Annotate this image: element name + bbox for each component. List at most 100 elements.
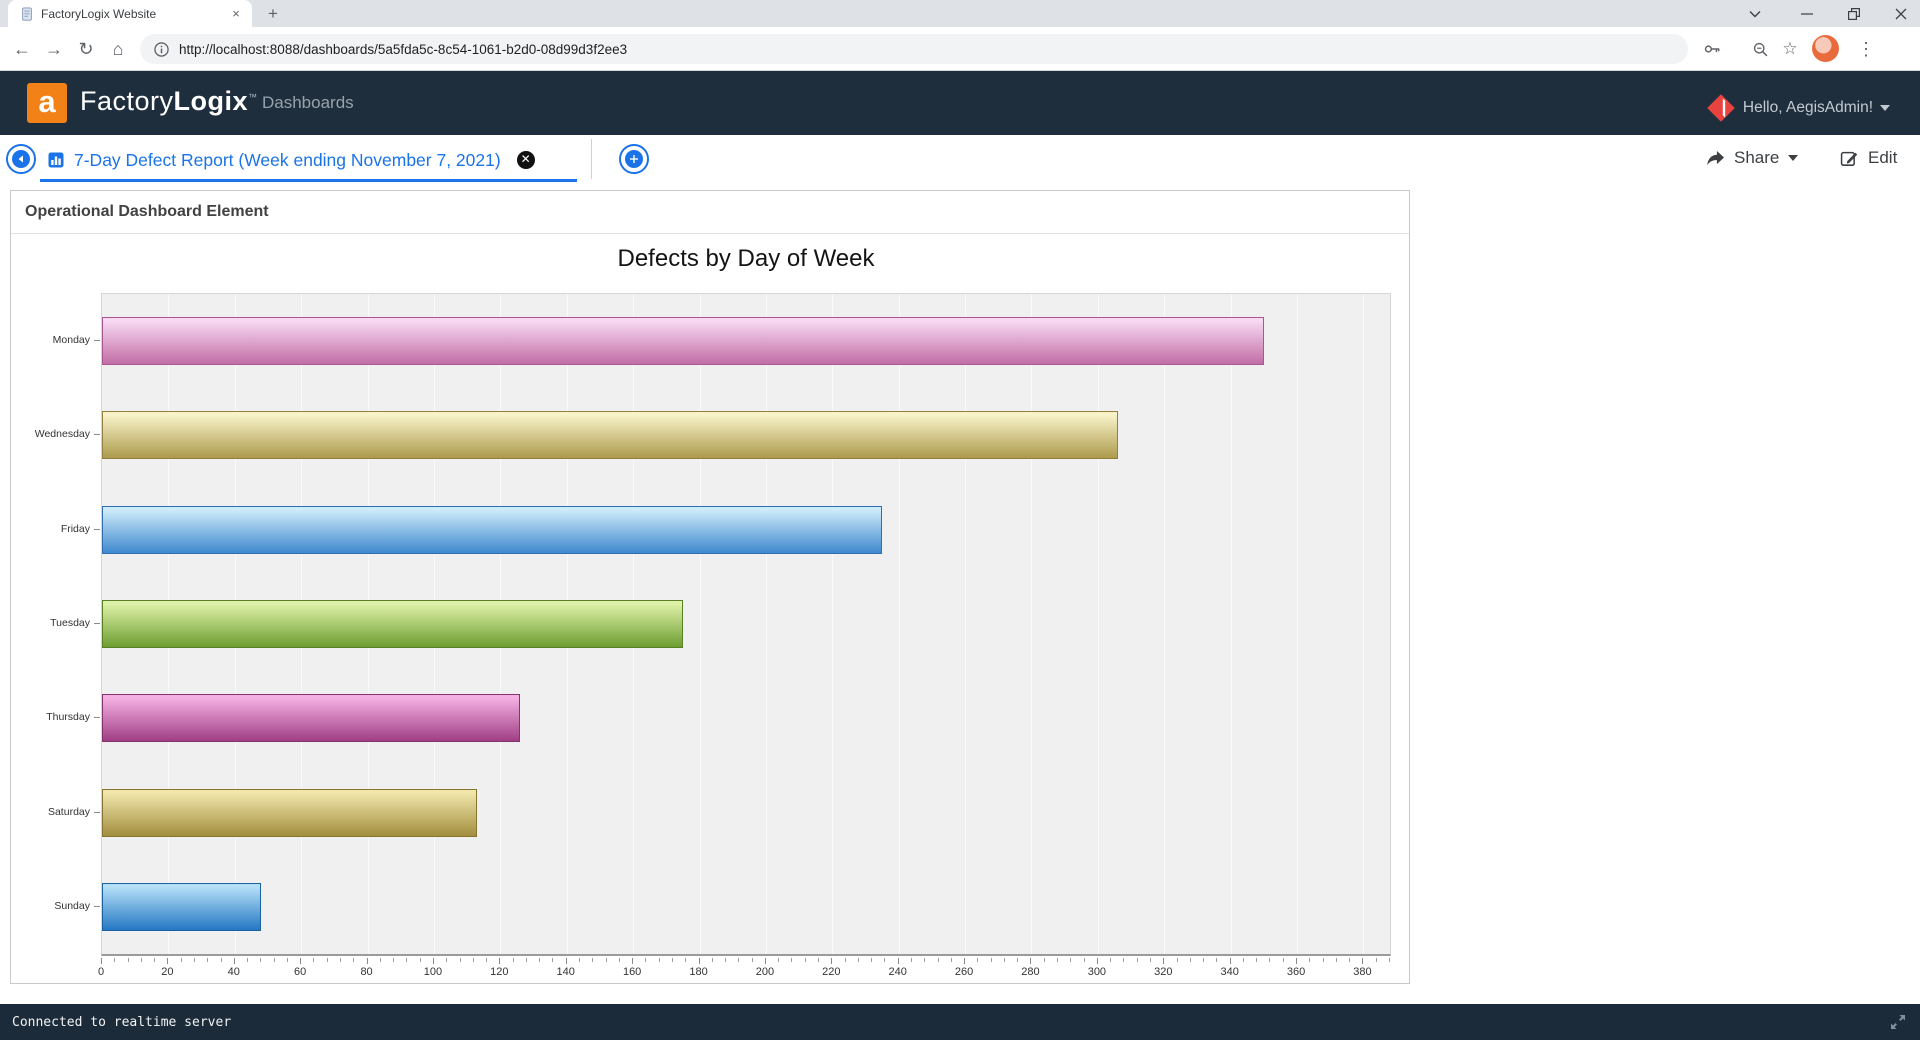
chart-x-minor-tick: [525, 958, 527, 962]
address-bar[interactable]: http://localhost:8088/dashboards/5a5fda5…: [140, 34, 1688, 64]
tab-bar-divider: [591, 139, 592, 179]
browser-profile-avatar[interactable]: [1812, 35, 1839, 62]
chart-x-major-tick: [300, 958, 302, 964]
chart-x-minor-tick: [1269, 958, 1271, 962]
chart-x-minor-tick: [207, 958, 209, 962]
chart-x-label: 320: [1154, 966, 1173, 978]
add-dashboard-tab-button[interactable]: [619, 144, 649, 174]
chart-x-minor-tick: [844, 958, 846, 962]
chart-gridline: [832, 294, 834, 954]
chart-bar-thursday[interactable]: [102, 694, 521, 743]
scroll-tabs-left-button[interactable]: [6, 144, 36, 174]
chart-x-minor-tick: [910, 958, 912, 962]
chart-y-tick: [94, 623, 100, 624]
chart-x-minor-tick: [804, 958, 806, 962]
chart-x-minor-tick: [645, 958, 647, 962]
chart-x-label: 160: [622, 966, 642, 978]
bar-chart-icon: [48, 152, 64, 168]
url-text: http://localhost:8088/dashboards/5a5fda5…: [179, 41, 628, 57]
chart-x-major-tick: [167, 958, 169, 964]
tab-close-icon[interactable]: ×: [232, 5, 240, 21]
chart-x-minor-tick: [220, 958, 222, 962]
chart-x-minor-tick: [1282, 958, 1284, 962]
chart-x-major-tick: [499, 958, 501, 964]
share-button[interactable]: Share: [1706, 148, 1799, 168]
chart-x-minor-tick: [1322, 958, 1324, 962]
chart-x-minor-tick: [446, 958, 448, 962]
browser-tab[interactable]: FactoryLogix Website ×: [8, 0, 252, 27]
window-restore-button[interactable]: [1837, 0, 1871, 27]
chart-x-minor-tick: [937, 958, 939, 962]
back-icon[interactable]: ←: [13, 39, 31, 59]
site-info-icon[interactable]: [154, 41, 169, 57]
chart-bar-wednesday[interactable]: [102, 411, 1118, 460]
chart-x-minor-tick: [1110, 958, 1112, 962]
home-icon[interactable]: ⌂: [112, 39, 124, 59]
dashboard-tab-close-icon[interactable]: ✕: [516, 151, 535, 169]
chart-x-minor-tick: [406, 958, 408, 962]
chart-gridline: [1031, 294, 1033, 954]
chart-x-minor-tick: [353, 958, 355, 962]
dashboard-panel: Operational Dashboard Element Defects by…: [10, 190, 1410, 984]
chart-x-minor-tick: [1309, 958, 1311, 962]
chart-gridline: [965, 294, 967, 954]
chart-gridline: [1164, 294, 1166, 954]
chart-x-minor-tick: [950, 958, 952, 962]
window-minimize-button[interactable]: [1790, 0, 1824, 27]
chart-x-minor-tick: [154, 958, 156, 962]
brand-wordmark: FactoryLogix™: [80, 86, 258, 116]
chart-bar-saturday[interactable]: [102, 788, 478, 837]
chart-x-minor-tick: [340, 958, 341, 962]
chart-x-major-tick: [1229, 958, 1231, 964]
password-key-icon[interactable]: [1700, 37, 1724, 61]
forward-icon[interactable]: →: [45, 39, 63, 59]
chart-bar-sunday[interactable]: [102, 882, 262, 931]
chart-x-minor-tick: [618, 958, 620, 962]
chart-bar-tuesday[interactable]: [102, 600, 683, 648]
chart-x-major-tick: [366, 958, 368, 964]
chart-x-minor-tick: [977, 958, 979, 962]
chart-x-major-tick: [632, 958, 634, 964]
browser-menu-icon[interactable]: ⋮: [1857, 38, 1875, 59]
chart-x-label: 300: [1087, 966, 1107, 978]
chart-x-label: 220: [822, 966, 841, 978]
chart-bar-monday[interactable]: [102, 317, 1264, 366]
chevron-down-icon: [1880, 105, 1890, 111]
chart-x-major-tick: [764, 958, 766, 964]
chart-x-minor-tick: [1003, 958, 1005, 962]
chart-x-minor-tick: [1176, 958, 1178, 962]
zoom-search-icon[interactable]: [1748, 37, 1772, 61]
chart-x-minor-tick: [1375, 958, 1377, 962]
chart-gridline: [765, 294, 767, 954]
chart-x-minor-tick: [579, 958, 581, 962]
chart-x-minor-tick: [114, 958, 116, 962]
chart-bar-friday[interactable]: [102, 505, 883, 554]
fullscreen-expand-icon[interactable]: [1890, 1014, 1906, 1030]
chart-y-label: Tuesday: [50, 617, 90, 629]
dashboard-tab-active[interactable]: 7-Day Defect Report (Week ending Novembe…: [48, 143, 535, 177]
new-tab-button[interactable]: +: [268, 4, 278, 23]
chart-x-minor-tick: [1349, 958, 1351, 962]
nav-item-dashboards[interactable]: Dashboards: [262, 93, 354, 112]
chart-x-minor-tick: [1083, 958, 1085, 962]
window-chevron-down-icon[interactable]: [1738, 0, 1772, 27]
chart-x-major-tick: [831, 958, 833, 964]
chart-x-minor-tick: [472, 958, 474, 962]
chart-x-minor-tick: [1057, 958, 1059, 962]
chart-x-label: 200: [755, 966, 775, 978]
chart-y-tick: [94, 905, 100, 907]
chart-x-label: 100: [423, 966, 443, 978]
chart-x-minor-tick: [459, 958, 461, 962]
chart-x-minor-tick: [1043, 958, 1045, 962]
user-menu[interactable]: Hello, AegisAdmin!: [1706, 93, 1890, 123]
window-close-button[interactable]: [1884, 0, 1918, 27]
chart-plot-area: [101, 293, 1391, 956]
reload-icon[interactable]: ↻: [78, 39, 94, 59]
chart-x-major-tick: [233, 958, 235, 964]
chart-x-minor-tick: [1203, 958, 1205, 962]
chart-y-label: Sunday: [54, 899, 90, 912]
chart-y-tick: [94, 340, 100, 342]
edit-button[interactable]: Edit: [1840, 148, 1897, 168]
bookmark-star-icon[interactable]: ☆: [1782, 39, 1798, 58]
chart-x-minor-tick: [512, 958, 514, 962]
